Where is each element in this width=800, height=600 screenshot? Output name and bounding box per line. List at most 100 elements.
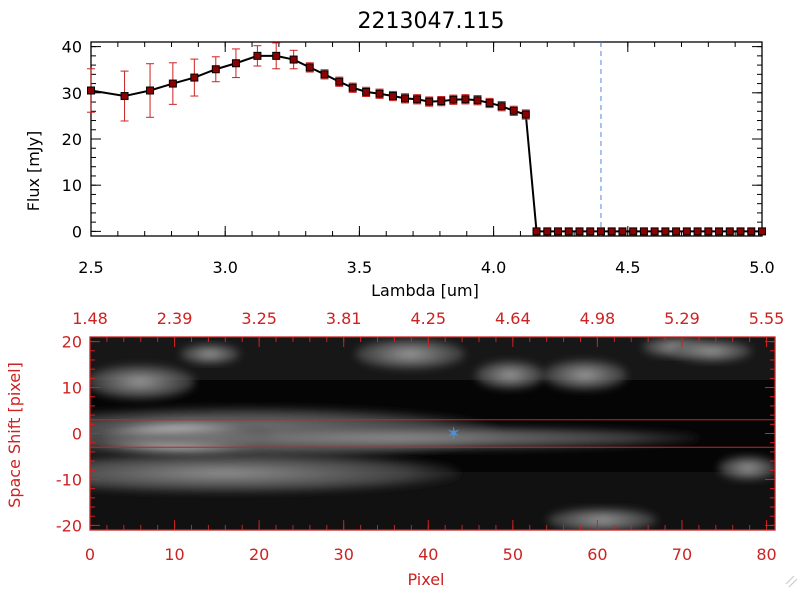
- flux-point: [87, 86, 95, 95]
- image-left-tick-label: -20: [56, 516, 82, 535]
- flux-point: [425, 97, 434, 106]
- chart-title: 2213047.115: [358, 9, 505, 34]
- flux-point: [607, 227, 616, 236]
- lower-trace-glow: [90, 453, 460, 493]
- background-blob: [672, 340, 752, 362]
- image-top-tick-label: 2.39: [157, 309, 193, 328]
- image-bottom-tick-label: 30: [334, 545, 354, 564]
- background-blob: [718, 456, 775, 480]
- flux-point: [413, 95, 422, 104]
- flux-point: [289, 55, 298, 64]
- image-bottom-tick-label: 50: [503, 545, 523, 564]
- flux-point: [461, 95, 470, 104]
- flux-point: [650, 227, 659, 236]
- flux-point: [725, 227, 734, 236]
- image-bottom-tick-label: 70: [672, 545, 692, 564]
- background-blob: [543, 360, 627, 390]
- background-blob: [547, 508, 657, 530]
- background-blob: [475, 361, 545, 389]
- image-top-tick-label: 3.81: [326, 309, 362, 328]
- flux-point: [473, 96, 482, 105]
- flux-point: [211, 65, 220, 74]
- spectrum-xtick-label: 2.5: [78, 258, 103, 277]
- image-left-tick-label: 0: [72, 425, 82, 444]
- flux-point: [639, 227, 648, 236]
- image-xlabel: Pixel: [407, 570, 444, 589]
- flux-point: [661, 227, 670, 236]
- spectrum-ytick-label: 40: [62, 38, 82, 57]
- image-top-tick-label: 3.25: [241, 309, 277, 328]
- flux-point: [532, 227, 541, 236]
- image-top-tick-label: 4.25: [410, 309, 446, 328]
- image-top-tick-label: 4.98: [580, 309, 616, 328]
- flux-point: [231, 59, 240, 68]
- flux-point: [272, 51, 281, 60]
- flux-point: [564, 227, 573, 236]
- flux-point: [715, 227, 724, 236]
- flux-point: [190, 73, 199, 82]
- image-left-tick-label: 10: [62, 379, 82, 398]
- central-trace: [90, 426, 700, 450]
- flux-point: [388, 92, 397, 101]
- image-top-tick-label: 4.64: [495, 309, 531, 328]
- image-bottom-tick-label: 0: [85, 545, 95, 564]
- background-blob: [355, 339, 465, 369]
- flux-point: [253, 51, 262, 60]
- image-top-tick-label: 5.29: [664, 309, 700, 328]
- flux-point: [320, 70, 329, 79]
- image-ylabel: Space Shift [pixel]: [5, 362, 24, 508]
- image-left-tick-label: 20: [62, 333, 82, 352]
- flux-point: [704, 227, 713, 236]
- spectrum-ytick-label: 30: [62, 84, 82, 103]
- flux-point: [747, 227, 756, 236]
- flux-point: [168, 79, 177, 88]
- flux-point: [305, 63, 314, 72]
- background-blob: [180, 344, 240, 364]
- image-bottom-tick-label: 10: [164, 545, 184, 564]
- flux-point: [375, 89, 384, 98]
- spectrum-xtick-label: 4.5: [615, 258, 640, 277]
- flux-point: [401, 94, 410, 103]
- flux-point: [509, 106, 518, 115]
- flux-point: [618, 227, 627, 236]
- flux-point: [682, 227, 691, 236]
- flux-point: [485, 98, 494, 107]
- flux-series-line: [90, 54, 762, 233]
- image-left-tick-label: -10: [56, 470, 82, 489]
- spectrum-ytick-label: 0: [72, 222, 82, 241]
- image-layer: [90, 337, 775, 530]
- flux-point: [146, 86, 155, 95]
- spectrum-frame: [90, 41, 763, 237]
- flux-point: [736, 227, 745, 236]
- spectrum-xlabel: Lambda [um]: [371, 281, 479, 300]
- flux-point: [693, 227, 702, 236]
- image-bottom-tick-label: 60: [587, 545, 607, 564]
- flux-point: [521, 110, 530, 119]
- background-blob: [90, 365, 195, 399]
- star-icon: ✶: [446, 424, 461, 445]
- flux-point: [362, 87, 371, 96]
- flux-point: [497, 102, 506, 111]
- flux-point: [586, 227, 595, 236]
- spectrum-ytick-label: 10: [62, 176, 82, 195]
- spectrum-ylabel: Flux [mJy]: [24, 131, 43, 212]
- flux-point: [348, 83, 357, 92]
- flux-point: [335, 77, 344, 86]
- flux-point: [437, 97, 446, 106]
- image-bottom-tick-label: 40: [418, 545, 438, 564]
- image-bottom-tick-label: 80: [756, 545, 776, 564]
- flux-point: [120, 92, 129, 101]
- flux-point: [672, 227, 681, 236]
- spectrum-xtick-label: 3.5: [347, 258, 372, 277]
- flux-point: [629, 227, 638, 236]
- flux-point: [554, 227, 563, 236]
- image-bottom-tick-label: 20: [249, 545, 269, 564]
- flux-point: [596, 227, 605, 236]
- flux-point: [543, 227, 552, 236]
- image-top-tick-label: 1.48: [72, 309, 108, 328]
- spectrum-ytick-label: 20: [62, 130, 82, 149]
- resize-handle-icon[interactable]: [785, 575, 798, 588]
- spectrum-xtick-label: 4.0: [481, 258, 506, 277]
